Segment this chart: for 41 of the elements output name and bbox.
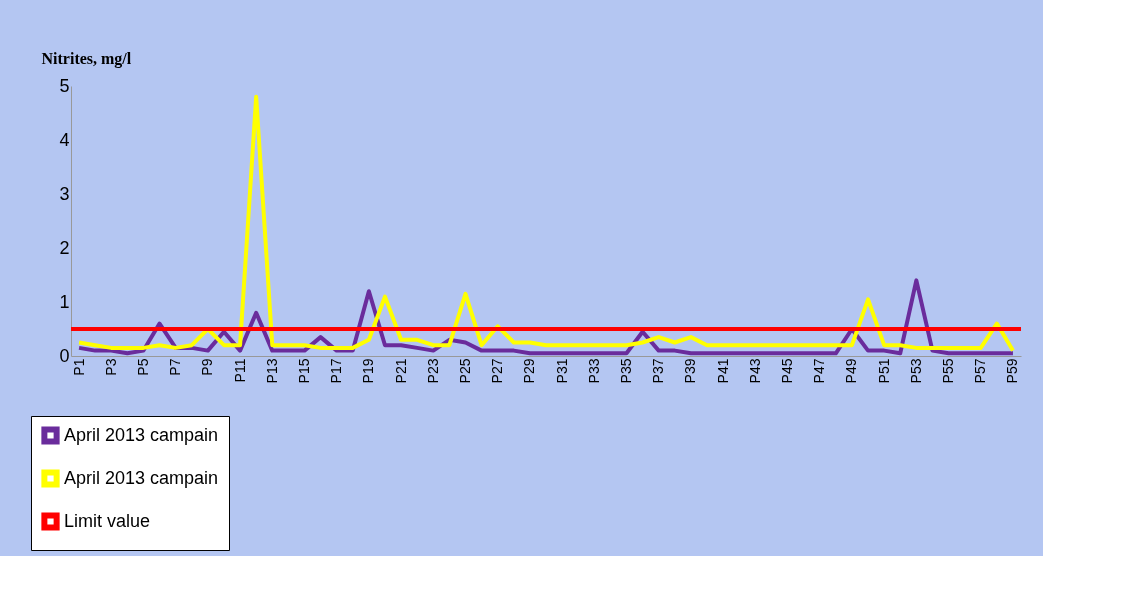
x-tick-label: P27: [489, 358, 506, 384]
x-tick-label: P39: [682, 358, 699, 384]
x-tick-label: P53: [907, 358, 924, 384]
x-tick-label: P29: [521, 358, 538, 384]
y-axis-title: Nitrites, mg/l: [41, 49, 132, 68]
x-tick-label: P49: [843, 358, 860, 384]
x-tick-label: P1: [70, 358, 87, 376]
x-tick-label: P5: [134, 358, 151, 376]
x-tick-label: P3: [102, 358, 119, 376]
x-tick-label: P33: [585, 358, 602, 384]
x-tick-label: P41: [714, 358, 731, 384]
legend-label: April 2013 campain: [64, 424, 219, 445]
legend-label: Limit value: [64, 510, 151, 531]
x-tick-label: P11: [231, 358, 248, 383]
x-tick-label: P9: [199, 358, 216, 376]
x-tick-label: P15: [295, 358, 312, 384]
x-tick-label: P21: [392, 358, 409, 384]
y-tick-label: 4: [59, 129, 70, 150]
x-tick-label: P25: [456, 358, 473, 384]
x-tick-label: P23: [424, 358, 441, 384]
line-series: [77, 94, 1015, 353]
y-tick-label: 5: [59, 75, 70, 96]
y-tick-label: 1: [59, 291, 70, 312]
x-tick-label: P43: [746, 358, 763, 384]
y-tick-label: 0: [59, 345, 70, 366]
y-tick-label: 2: [59, 237, 70, 258]
x-tick-label: P35: [618, 358, 635, 384]
x-tick-label: P37: [650, 358, 667, 384]
x-tick-label: P17: [328, 358, 345, 384]
x-tick-label: P59: [1004, 358, 1021, 384]
x-tick-label: P7: [167, 358, 184, 376]
x-tick-label: P45: [779, 358, 796, 384]
x-tick-label: P31: [553, 358, 570, 384]
x-tick-label: P55: [940, 358, 957, 384]
x-tick-label: P57: [972, 358, 989, 384]
x-tick-label: P51: [875, 358, 892, 384]
y-tick-label: 3: [59, 183, 70, 204]
legend-label: April 2013 campain: [64, 467, 219, 488]
x-tick-label: P47: [811, 358, 828, 384]
x-tick-label: P13: [263, 358, 280, 384]
x-tick-label: P19: [360, 358, 377, 384]
